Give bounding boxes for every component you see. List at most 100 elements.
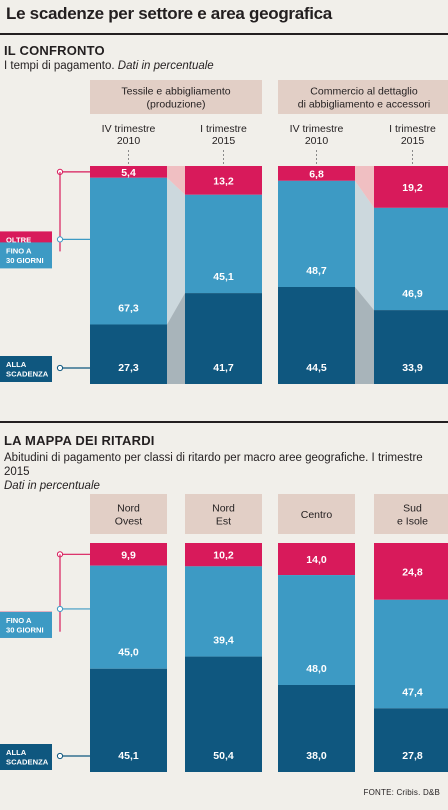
section1-subtitle-text: I tempi di pagamento. <box>4 60 115 72</box>
section2-subtitle: Abitudini di pagamento per classi di rit… <box>4 451 448 493</box>
s1-bar-1-oltre-segment <box>185 166 262 195</box>
s2-category-2-label-line-0: Centro <box>301 509 333 521</box>
s2-bar-2-fino-segment <box>278 575 355 685</box>
s2-bar-3-oltre-segment <box>374 543 448 600</box>
source-note: FONTE: Cribis. D&B <box>363 788 440 797</box>
s2-bar-1-fino-segment <box>185 566 262 657</box>
s1-bar-0-alla-segment <box>90 324 167 384</box>
s2-bar-0-fino-value: 45,0 <box>118 647 139 659</box>
s2-fino-guide-dot <box>56 605 64 613</box>
s2-alla-guide-dot <box>56 752 64 760</box>
s2-legend-alla-label-0: ALLA <box>6 748 27 757</box>
s2-legend-alla-label-1: SCADENZA <box>6 758 49 767</box>
s2-bar-0-oltre-segment <box>90 543 167 566</box>
s1-bar-1-fino-segment <box>185 194 262 294</box>
section1-title: IL CONFRONTO <box>4 43 105 58</box>
s1-group-0-header-label-line-1: (produzione) <box>147 99 206 111</box>
s1-legend-alla-label-1: SCADENZA <box>6 370 49 379</box>
s2-category-3-label-line-0: Sud <box>403 503 422 515</box>
s2-category-0-label-line-0: Nord <box>117 503 140 515</box>
s2-bar-2-fino-value: 48,0 <box>306 663 327 675</box>
s1-group-0-header-label-line-0: Tessile e abbigliamento <box>121 86 230 98</box>
s1-bar-3-oltre-value: 19,2 <box>402 182 423 194</box>
s2-bar-1-oltre-value: 10,2 <box>213 550 234 562</box>
s1-bar-3-fino-value: 46,9 <box>402 288 423 300</box>
s2-bar-2-oltre-segment <box>278 543 355 576</box>
s1-group-0-oltre-connector <box>167 166 185 195</box>
s2-category-0-label-line-1: Ovest <box>115 516 143 528</box>
s2-bar-2-alla-value: 38,0 <box>306 750 327 762</box>
s2-bar-3-oltre-value: 24,8 <box>402 566 423 578</box>
s2-bar-2-oltre-value: 14,0 <box>306 554 327 566</box>
section-rule <box>0 421 448 423</box>
s2-bar-1-alla-segment <box>185 656 262 772</box>
s1-bar-1-fino-value: 45,1 <box>213 271 234 283</box>
s2-category-2-box <box>278 494 355 534</box>
s1-bar-0-fino-segment <box>90 177 167 325</box>
section2-title: LA MAPPA DEI RITARDI <box>4 433 155 448</box>
s2-legend-fino-label-1: 30 GIORNI <box>6 625 44 634</box>
s2-category-1-label-line-0: Nord <box>212 503 235 515</box>
s1-category-3-line-0: I trimestre <box>389 123 436 135</box>
s1-bar-1-alla-value: 41,7 <box>213 362 234 374</box>
s2-bar-1-alla-value: 50,4 <box>213 750 234 762</box>
s2-category-0-box <box>90 494 167 534</box>
section2-subtitle-text: Abitudini di pagamento per classi di rit… <box>4 452 423 478</box>
s1-bar-0-alla-value: 27,3 <box>118 362 139 374</box>
s1-fino-guide-dot <box>56 236 64 243</box>
s1-legend-fino-box <box>0 242 52 269</box>
s1-bar-1-oltre-value: 13,2 <box>213 175 234 187</box>
s1-bar-2-fino-segment <box>278 180 355 287</box>
s1-bar-0-oltre-segment <box>90 166 167 178</box>
s1-group-1-header-box <box>278 80 448 114</box>
s1-bar-0-fino-value: 67,3 <box>118 302 139 314</box>
s1-bar-3-fino-segment <box>374 207 448 311</box>
s1-bar-0-oltre-value: 5,4 <box>121 167 136 179</box>
s1-bar-2-alla-value: 44,5 <box>306 362 327 374</box>
s1-group-0-header-box <box>90 80 262 114</box>
s2-category-1-box <box>185 494 262 534</box>
section1-subtitle-italic: Dati in percentuale <box>117 60 214 72</box>
s2-bar-0-alla-segment <box>90 668 167 772</box>
s2-category-3-box <box>374 494 448 534</box>
s1-category-1-line-1: 2015 <box>212 135 236 147</box>
s1-category-1-line-0: I trimestre <box>200 123 247 135</box>
s1-legend-fino-label-0: FINO A <box>6 246 32 255</box>
s1-bar-2-oltre-segment <box>278 166 355 181</box>
s2-bar-1-fino-value: 39,4 <box>213 635 234 647</box>
s2-category-1-label-line-1: Est <box>216 516 231 528</box>
s2-bar-3-alla-value: 27,8 <box>402 750 423 762</box>
s1-group-1-header-label-line-1: di abbigliamento e accessori <box>298 99 431 111</box>
s1-group-1-alla-connector <box>355 286 374 384</box>
s2-bar-3-fino-segment <box>374 599 448 709</box>
s1-group-0-alla-connector <box>167 293 185 384</box>
s2-bar-0-alla-value: 45,1 <box>118 750 139 762</box>
s2-bar-0-oltre-value: 9,9 <box>121 549 136 561</box>
page-title: Le scadenze per settore e area geografic… <box>6 4 332 23</box>
s1-category-2-line-0: IV trimestre <box>290 123 344 135</box>
s1-bar-1-alla-segment <box>185 293 262 384</box>
s1-bar-3-oltre-segment <box>374 166 448 208</box>
section2-subtitle-italic: Dati in percentuale <box>4 480 100 492</box>
s2-legend-fino-label-0: FINO A <box>6 616 32 625</box>
s1-category-3-line-1: 2015 <box>401 135 425 147</box>
s1-alla-guide-dot <box>56 364 64 372</box>
section1-subtitle: I tempi di pagamento. Dati in percentual… <box>4 59 214 73</box>
s1-category-0-line-0: IV trimestre <box>102 123 156 135</box>
s1-category-0-line-1: 2010 <box>117 135 141 147</box>
s1-bar-2-oltre-value: 6,8 <box>309 168 324 180</box>
title-rule <box>0 33 448 35</box>
s1-bar-2-alla-segment <box>278 286 355 384</box>
s1-group-1-oltre-connector <box>355 166 374 208</box>
s1-legend-oltre-label-0: OLTRE <box>6 235 31 244</box>
s2-bar-2-alla-segment <box>278 684 355 772</box>
s1-group-1-fino-connector <box>355 180 374 311</box>
s1-bar-3-alla-segment <box>374 310 448 384</box>
s1-legend-fino-label-1: 30 GIORNI <box>6 256 44 265</box>
s1-group-0-fino-connector <box>167 177 185 325</box>
s2-category-3-label-line-1: e Isole <box>397 516 428 528</box>
s2-bar-1-oltre-segment <box>185 543 262 567</box>
s2-bar-0-fino-segment <box>90 565 167 669</box>
s1-bar-2-fino-value: 48,7 <box>306 265 327 277</box>
